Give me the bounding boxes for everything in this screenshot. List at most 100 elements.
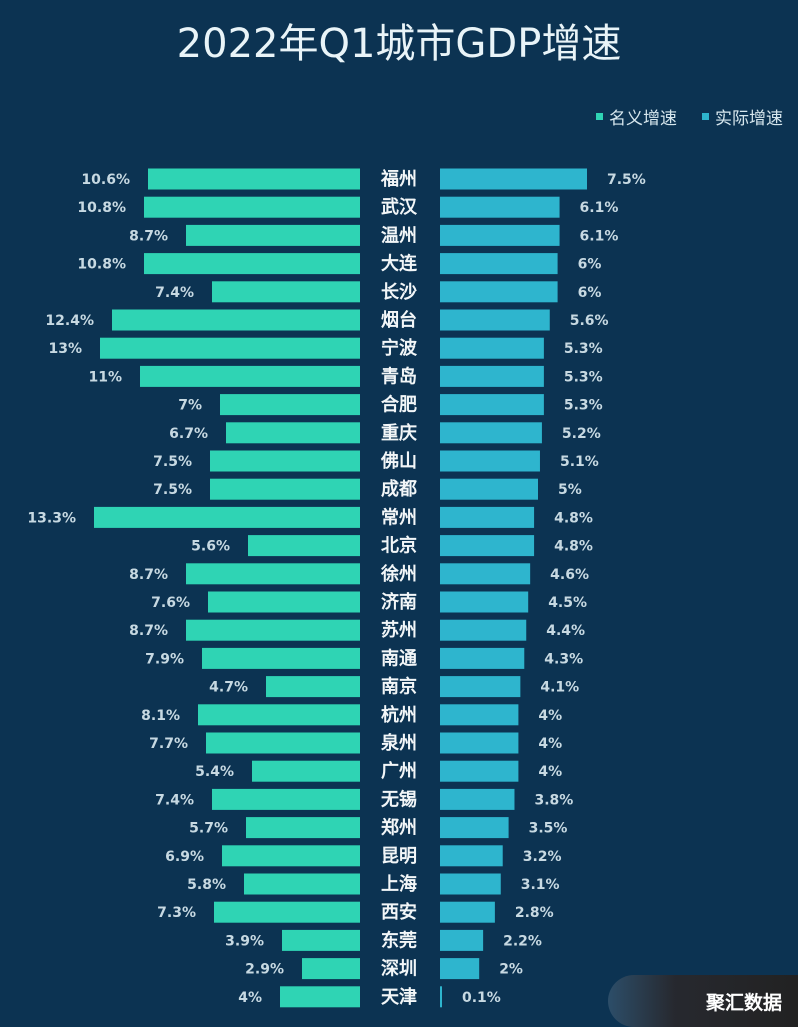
city-label-11: 成都 — [381, 478, 417, 500]
nominal-value-label-15: 7.6% — [151, 595, 190, 611]
real-value-label-14: 4.6% — [550, 567, 589, 583]
real-value-label-16: 4.4% — [546, 623, 585, 639]
real-bar-8 — [440, 394, 544, 416]
city-label-26: 西安 — [381, 901, 417, 923]
city-label-8: 合肥 — [381, 394, 417, 416]
nominal-bar-26 — [214, 901, 360, 923]
nominal-bar-27 — [282, 929, 360, 951]
city-label-0: 福州 — [380, 168, 417, 190]
real-bar-27 — [440, 929, 484, 951]
real-bar-13 — [440, 535, 535, 557]
real-value-label-28: 2% — [499, 962, 523, 978]
city-label-13: 北京 — [381, 535, 417, 557]
city-label-17: 南通 — [381, 647, 417, 669]
real-value-label-0: 7.5% — [607, 172, 646, 188]
nominal-bar-22 — [212, 788, 360, 810]
nominal-value-label-0: 10.6% — [81, 172, 130, 188]
nominal-value-label-9: 6.7% — [169, 426, 208, 442]
nominal-value-label-22: 7.4% — [155, 792, 194, 808]
real-bar-25 — [440, 873, 501, 895]
city-label-3: 大连 — [381, 253, 418, 275]
real-value-label-4: 6% — [578, 285, 602, 301]
nominal-value-label-12: 13.3% — [27, 510, 76, 526]
nominal-bar-9 — [226, 422, 360, 444]
legend-label-0: 名义增速 — [609, 109, 677, 129]
real-value-label-20: 4% — [538, 736, 562, 752]
real-value-label-25: 3.1% — [521, 877, 560, 893]
real-bar-24 — [440, 845, 503, 867]
nominal-bar-18 — [266, 676, 360, 698]
nominal-value-label-24: 6.9% — [165, 849, 204, 865]
real-bar-4 — [440, 281, 558, 303]
city-label-5: 烟台 — [381, 309, 417, 331]
city-label-27: 东莞 — [381, 929, 417, 951]
nominal-value-label-2: 8.7% — [129, 228, 168, 244]
nominal-bar-21 — [252, 760, 360, 782]
real-value-label-23: 3.5% — [529, 821, 568, 837]
real-value-label-19: 4% — [538, 708, 562, 724]
nominal-bar-13 — [248, 535, 360, 557]
real-bar-2 — [440, 224, 560, 246]
nominal-bar-15 — [208, 591, 360, 613]
nominal-bar-3 — [144, 253, 360, 275]
real-bar-26 — [440, 901, 495, 923]
nominal-bar-16 — [186, 619, 360, 641]
city-label-15: 济南 — [381, 591, 417, 613]
nominal-bar-8 — [220, 394, 360, 416]
city-label-1: 武汉 — [381, 197, 418, 218]
real-bar-11 — [440, 478, 538, 500]
nominal-bar-0 — [148, 168, 360, 190]
nominal-bar-14 — [186, 563, 360, 585]
nominal-value-label-3: 10.8% — [77, 257, 126, 273]
real-value-label-27: 2.2% — [503, 933, 542, 949]
nominal-value-label-19: 8.1% — [141, 708, 180, 724]
legend-swatch-1 — [702, 113, 709, 120]
nominal-bar-5 — [112, 309, 360, 331]
city-labels: 福州武汉温州大连长沙烟台宁波青岛合肥重庆佛山成都常州北京徐州济南苏州南通南京杭州… — [380, 168, 418, 1008]
nominal-value-label-26: 7.3% — [157, 905, 196, 921]
nominal-bar-25 — [244, 873, 360, 895]
real-value-label-6: 5.3% — [564, 341, 603, 357]
nominal-value-label-4: 7.4% — [155, 285, 194, 301]
real-value-label-2: 6.1% — [580, 228, 619, 244]
city-label-10: 佛山 — [380, 450, 417, 472]
nominal-bar-7 — [140, 365, 360, 387]
real-value-label-8: 5.3% — [564, 398, 603, 414]
real-bar-5 — [440, 309, 550, 331]
real-value-label-24: 3.2% — [523, 849, 562, 865]
real-value-label-26: 2.8% — [515, 905, 554, 921]
nominal-value-label-20: 7.7% — [149, 736, 188, 752]
nominal-value-label-23: 5.7% — [189, 821, 228, 837]
real-bar-19 — [440, 704, 519, 726]
city-label-29: 天津 — [381, 986, 417, 1008]
real-bar-18 — [440, 676, 521, 698]
nominal-bar-1 — [144, 196, 360, 218]
nominal-growth-bars: 10.6%10.8%8.7%10.8%7.4%12.4%13%11%7%6.7%… — [27, 168, 360, 1008]
city-label-23: 郑州 — [381, 817, 417, 839]
real-bar-15 — [440, 591, 529, 613]
real-bar-6 — [440, 337, 544, 359]
nominal-bar-17 — [202, 647, 360, 669]
real-bar-3 — [440, 253, 558, 275]
nominal-bar-28 — [302, 958, 360, 980]
real-bar-29 — [440, 986, 442, 1008]
real-bar-22 — [440, 788, 515, 810]
nominal-bar-2 — [186, 224, 360, 246]
city-label-14: 徐州 — [380, 563, 417, 585]
nominal-value-label-14: 8.7% — [129, 567, 168, 583]
city-label-9: 重庆 — [381, 422, 417, 444]
real-bar-14 — [440, 563, 531, 585]
city-label-20: 泉州 — [381, 732, 417, 754]
nominal-value-label-11: 7.5% — [153, 482, 192, 498]
nominal-value-label-1: 10.8% — [77, 200, 126, 216]
nominal-bar-6 — [100, 337, 360, 359]
city-label-25: 上海 — [381, 873, 417, 895]
nominal-bar-29 — [280, 986, 360, 1008]
nominal-bar-10 — [210, 450, 360, 472]
nominal-value-label-25: 5.8% — [187, 877, 226, 893]
real-value-label-29: 0.1% — [462, 990, 501, 1006]
nominal-value-label-10: 7.5% — [153, 454, 192, 470]
nominal-value-label-27: 3.9% — [225, 933, 264, 949]
city-label-18: 南京 — [381, 676, 417, 698]
real-bar-20 — [440, 732, 519, 754]
